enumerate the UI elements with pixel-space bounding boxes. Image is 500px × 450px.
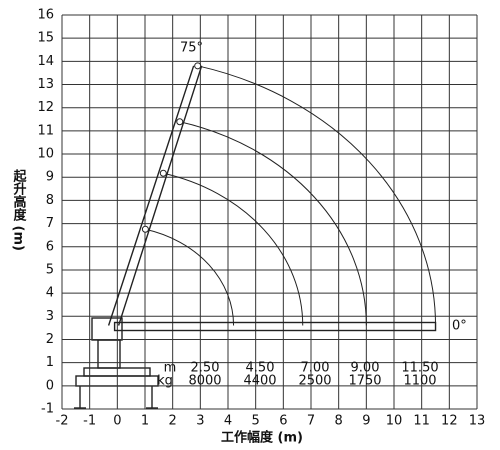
x-tick-label: 4 [224, 414, 232, 429]
y-tick-label: 3 [46, 309, 54, 324]
angle-min-label: 0° [452, 319, 467, 334]
x-tick-label: 3 [196, 414, 204, 429]
x-tick-label: 12 [441, 414, 458, 429]
x-axis-label: 工作幅度 (m) [221, 430, 303, 446]
boom-joint [159, 169, 167, 177]
y-tick-label: 16 [37, 8, 54, 23]
x-tick-label: 11 [413, 414, 430, 429]
load-value: 2500 [298, 374, 331, 389]
reach-arc [145, 228, 235, 326]
y-tick-label: 11 [37, 123, 54, 138]
y-tick-label: 8 [46, 193, 54, 208]
load-value: 1100 [403, 374, 436, 389]
x-tick-label: 10 [386, 414, 403, 429]
angle-max-label: 75° [180, 41, 203, 56]
y-tick-label: 10 [37, 147, 54, 162]
y-tick-label: 9 [46, 170, 54, 185]
radius-value: 7.00 [301, 361, 330, 376]
y-tick-label: 6 [46, 239, 54, 254]
y-tick-label: -1 [41, 402, 54, 417]
y-tick-label: 0 [46, 378, 54, 393]
x-tick-label: 6 [279, 414, 287, 429]
y-axis-label: 起升高度 (m) [11, 168, 28, 251]
y-tick-label: 1 [46, 355, 54, 370]
boom-horizontal [113, 321, 437, 332]
x-tick-label: 13 [469, 414, 486, 429]
y-tick-label: 5 [46, 262, 54, 277]
radius-value: 9.00 [351, 361, 380, 376]
y-tick-label: 13 [37, 77, 54, 92]
x-tick-label: 8 [335, 414, 343, 429]
x-tick-label: 0 [113, 414, 121, 429]
load-value: 4400 [243, 374, 276, 389]
y-tick-label: 15 [37, 31, 54, 46]
y-tick-label: 14 [37, 54, 54, 69]
x-tick-label: -2 [56, 414, 69, 429]
boom-joint [141, 225, 149, 233]
load-value: 8000 [188, 374, 221, 389]
radius-value: 4.50 [246, 361, 275, 376]
reach-arc [179, 121, 367, 326]
y-tick-label: 12 [37, 100, 54, 115]
boom-joint [176, 118, 184, 126]
radius-value: 11.50 [401, 361, 438, 376]
y-tick-label: 4 [46, 286, 54, 301]
radius-unit: m [164, 361, 177, 376]
reach-arc [163, 172, 304, 326]
x-tick-label: 5 [252, 414, 260, 429]
x-tick-label: 2 [169, 414, 177, 429]
boom-raised [107, 65, 203, 326]
load-unit: kg [157, 374, 173, 389]
x-tick-label: 9 [362, 414, 370, 429]
x-tick-label: 1 [141, 414, 149, 429]
x-tick-label: -1 [83, 414, 96, 429]
radius-value: 2.50 [191, 361, 220, 376]
reach-arc [197, 65, 437, 326]
boom-joint [194, 62, 202, 70]
x-tick-label: 7 [307, 414, 315, 429]
y-tick-label: 2 [46, 332, 54, 347]
load-value: 1750 [348, 374, 381, 389]
y-tick-label: 7 [46, 216, 54, 231]
